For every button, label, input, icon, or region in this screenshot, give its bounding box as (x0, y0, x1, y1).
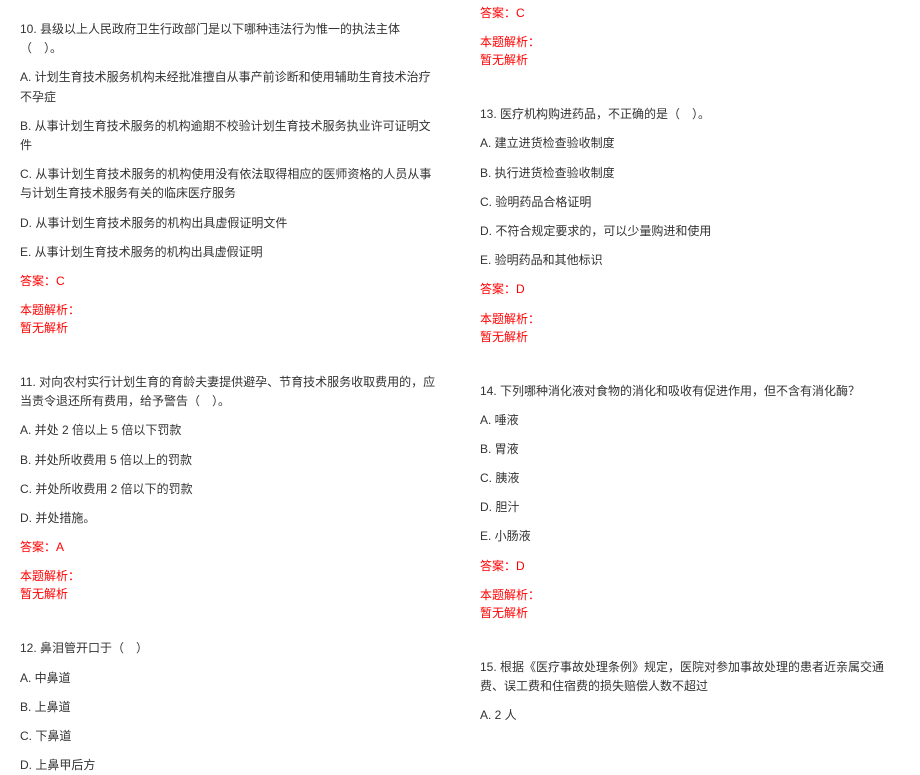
spacer (480, 91, 900, 105)
q11-opt-d: D. 并处措施。 (20, 509, 440, 528)
q14-opt-b: B. 胃液 (480, 440, 900, 459)
q10-opt-c: C. 从事计划生育技术服务的机构使用没有依法取得相应的医师资格的人员从事与计划生… (20, 165, 440, 203)
q10-exp-text: 暂无解析 (20, 319, 440, 337)
q10-opt-d: D. 从事计划生育技术服务的机构出具虚假证明文件 (20, 214, 440, 233)
q12-exp-label: 本题解析： (480, 33, 900, 51)
q10-stem: 10. 县级以上人民政府卫生行政部门是以下哪种违法行为惟一的执法主体（ ）。 (20, 20, 440, 58)
q14-exp-text: 暂无解析 (480, 604, 900, 622)
spacer (20, 625, 440, 639)
question-13: 13. 医疗机构购进药品，不正确的是（ ）。 A. 建立进货检查验收制度 B. … (480, 105, 900, 345)
q15-stem: 15. 根据《医疗事故处理条例》规定，医院对参加事故处理的患者近亲属交通费、误工… (480, 658, 900, 696)
q13-opt-a: A. 建立进货检查验收制度 (480, 134, 900, 153)
q12-stem: 12. 鼻泪管开口于（ ） (20, 639, 440, 658)
q11-opt-a: A. 并处 2 倍以上 5 倍以下罚款 (20, 421, 440, 440)
question-14: 14. 下列哪种消化液对食物的消化和吸收有促进作用，但不含有消化酶？ A. 唾液… (480, 382, 900, 622)
q14-opt-e: E. 小肠液 (480, 527, 900, 546)
q13-stem: 13. 医疗机构购进药品，不正确的是（ ）。 (480, 105, 900, 124)
q14-answer: 答案：D (480, 557, 900, 576)
column-right: 答案：C 本题解析： 暂无解析 13. 医疗机构购进药品，不正确的是（ ）。 A… (460, 0, 920, 651)
q13-opt-c: C. 验明药品合格证明 (480, 193, 900, 212)
question-12: 12. 鼻泪管开口于（ ） A. 中鼻道 B. 上鼻道 C. 下鼻道 D. 上鼻… (20, 639, 440, 775)
q13-exp-text: 暂无解析 (480, 328, 900, 346)
q12-opt-b: B. 上鼻道 (20, 698, 440, 717)
column-left: 10. 县级以上人民政府卫生行政部门是以下哪种违法行为惟一的执法主体（ ）。 A… (0, 0, 460, 651)
q14-opt-a: A. 唾液 (480, 411, 900, 430)
q10-exp-label: 本题解析： (20, 301, 440, 319)
q11-exp-text: 暂无解析 (20, 585, 440, 603)
question-11: 11. 对向农村实行计划生育的育龄夫妻提供避孕、节育技术服务收取费用的，应当责令… (20, 373, 440, 603)
q11-opt-c: C. 并处所收费用 2 倍以下的罚款 (20, 480, 440, 499)
q12-exp-text: 暂无解析 (480, 51, 900, 69)
q14-stem: 14. 下列哪种消化液对食物的消化和吸收有促进作用，但不含有消化酶？ (480, 382, 900, 401)
q14-opt-c: C. 胰液 (480, 469, 900, 488)
q14-opt-d: D. 胆汁 (480, 498, 900, 517)
page: 10. 县级以上人民政府卫生行政部门是以下哪种违法行为惟一的执法主体（ ）。 A… (0, 0, 920, 651)
q15-opt-a: A. 2 人 (480, 706, 900, 725)
q13-opt-d: D. 不符合规定要求的，可以少量购进和使用 (480, 222, 900, 241)
q13-opt-b: B. 执行进货检查验收制度 (480, 164, 900, 183)
q11-stem: 11. 对向农村实行计划生育的育龄夫妻提供避孕、节育技术服务收取费用的，应当责令… (20, 373, 440, 411)
q10-answer: 答案：C (20, 272, 440, 291)
q13-exp-label: 本题解析： (480, 310, 900, 328)
q11-opt-b: B. 并处所收费用 5 倍以上的罚款 (20, 451, 440, 470)
q10-opt-a: A. 计划生育技术服务机构未经批准擅自从事产前诊断和使用辅助生育技术治疗不孕症 (20, 68, 440, 106)
question-15: 15. 根据《医疗事故处理条例》规定，医院对参加事故处理的患者近亲属交通费、误工… (480, 658, 900, 726)
q12-opt-a: A. 中鼻道 (20, 669, 440, 688)
q10-opt-b: B. 从事计划生育技术服务的机构逾期不校验计划生育技术服务执业许可证明文件 (20, 117, 440, 155)
q11-exp-label: 本题解析： (20, 567, 440, 585)
question-12-answer: 答案：C 本题解析： 暂无解析 (480, 4, 900, 69)
q10-opt-e: E. 从事计划生育技术服务的机构出具虚假证明 (20, 243, 440, 262)
q14-exp-label: 本题解析： (480, 586, 900, 604)
q12-opt-c: C. 下鼻道 (20, 727, 440, 746)
q12-opt-d: D. 上鼻甲后方 (20, 756, 440, 775)
q13-answer: 答案：D (480, 280, 900, 299)
q11-answer: 答案：A (20, 538, 440, 557)
question-10: 10. 县级以上人民政府卫生行政部门是以下哪种违法行为惟一的执法主体（ ）。 A… (20, 20, 440, 337)
spacer (480, 368, 900, 382)
spacer (20, 359, 440, 373)
q13-opt-e: E. 验明药品和其他标识 (480, 251, 900, 270)
q12-answer: 答案：C (480, 4, 900, 23)
